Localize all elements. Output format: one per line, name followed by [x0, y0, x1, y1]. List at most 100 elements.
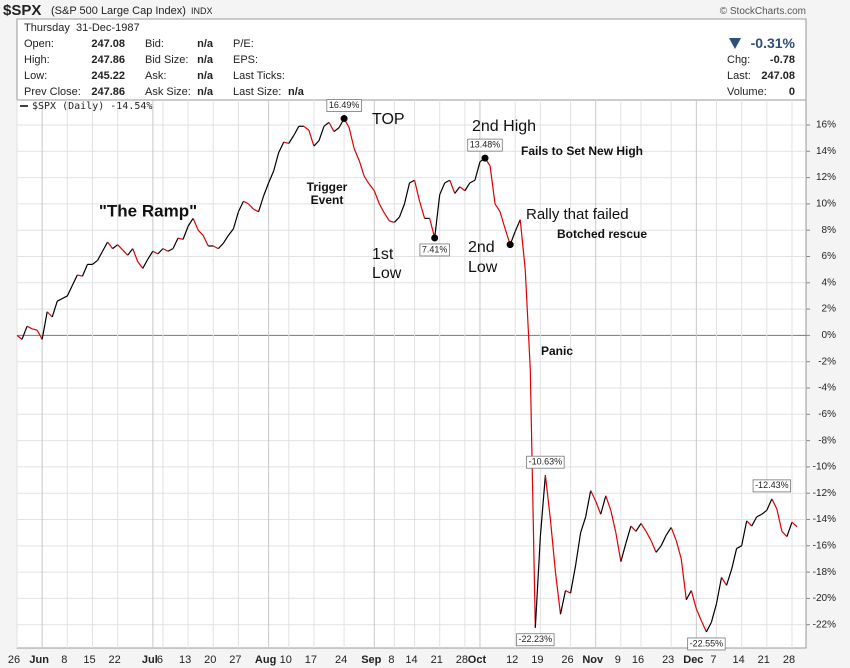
line-segment [288, 135, 295, 144]
x-tick-label: 21 [431, 654, 443, 666]
x-tick-label: 22 [109, 654, 121, 666]
line-segment [645, 531, 652, 541]
field-label: Volume: [727, 86, 767, 98]
line-segment [66, 285, 73, 297]
x-tick-label: 14 [733, 654, 745, 666]
line-segment [383, 212, 390, 222]
field-label: P/E: [233, 38, 254, 50]
line-segment [670, 527, 677, 541]
field-value: 0 [788, 86, 795, 98]
line-segment [499, 211, 506, 230]
marker-dot [431, 234, 439, 242]
y-tick-label: -22% [813, 619, 836, 630]
y-tick-label: -12% [813, 488, 836, 499]
line-segment [715, 577, 723, 604]
line-segment [147, 250, 154, 260]
x-tick-label: 13 [179, 654, 191, 666]
line-segment [580, 516, 587, 533]
line-segment [741, 520, 748, 546]
line-segment [177, 237, 184, 240]
line-segment [162, 248, 169, 252]
value-label-box [467, 138, 503, 152]
line-segment [730, 548, 738, 570]
line-segment [650, 540, 657, 553]
line-segment [117, 244, 124, 251]
x-tick-label: Nov [582, 654, 604, 666]
value-label: 16.49% [329, 100, 360, 110]
line-segment [36, 329, 43, 340]
annotation: Trigger [307, 180, 348, 194]
line-segment [514, 219, 521, 232]
annotation: 2nd High [472, 118, 536, 135]
line-segment [736, 545, 742, 549]
line-segment [157, 248, 164, 255]
x-tick-label: 12 [506, 654, 518, 666]
annotation: Rally that failed [526, 206, 629, 223]
x-tick-label: 7 [710, 654, 716, 666]
annotation: Fails to Set New High [521, 144, 643, 158]
line-segment [62, 295, 68, 300]
line-segment [449, 180, 456, 194]
info-box [16, 18, 807, 101]
y-tick-label: 4% [822, 277, 837, 288]
line-segment [102, 241, 109, 252]
x-tick-label: 14 [405, 654, 417, 666]
line-segment [776, 508, 783, 532]
line-segment [590, 490, 597, 502]
line-segment [353, 148, 360, 161]
line-segment [675, 540, 682, 560]
x-tick-label: 8 [388, 654, 394, 666]
field-value: n/a [288, 86, 304, 98]
value-label: -22.23% [519, 634, 553, 644]
value-label: -10.63% [529, 457, 563, 467]
y-tick-label: 0% [822, 330, 837, 341]
exchange: INDX [191, 6, 213, 16]
line-segment [630, 525, 637, 532]
line-segment [96, 250, 104, 261]
line-segment [439, 182, 446, 195]
line-segment [434, 194, 441, 239]
line-segment [751, 516, 758, 527]
line-segment [766, 498, 773, 511]
x-tick-label: 28 [783, 654, 795, 666]
line-segment [142, 258, 149, 269]
line-segment [232, 211, 239, 230]
header: $SPX (S&P 500 Large Cap Index) INDX © Stock… [0, 0, 850, 100]
line-segment [605, 495, 612, 511]
line-segment [368, 183, 375, 192]
line-segment [615, 532, 622, 562]
line-segment [46, 311, 53, 318]
x-tick-label: Dec [683, 654, 703, 666]
line-segment [278, 141, 285, 153]
value-label-box [326, 99, 362, 112]
field-value: n/a [197, 38, 213, 50]
field-label: EPS: [233, 54, 259, 66]
line-segment [373, 190, 380, 205]
x-tick-label: 19 [531, 654, 543, 666]
line-segment [197, 229, 204, 236]
line-segment [137, 261, 144, 269]
line-segment [257, 195, 265, 212]
line-segment [695, 608, 702, 622]
line-segment [263, 182, 270, 197]
y-tick-label: 8% [822, 225, 837, 236]
field-value: 245.22 [91, 70, 125, 82]
line-segment [403, 182, 411, 205]
line-segment [705, 621, 712, 633]
field-value: -0.78 [769, 54, 795, 66]
field-label: Bid: [145, 38, 164, 50]
line-segment [92, 259, 98, 265]
down-arrow [729, 38, 741, 49]
value-label-box [752, 479, 792, 493]
line-segment [243, 200, 249, 205]
line-segment [112, 244, 119, 250]
annotation: Event [311, 193, 344, 207]
x-tick-label: 26 [561, 654, 573, 666]
line-segment [725, 569, 733, 586]
source: © StockCharts.com [719, 6, 806, 17]
field-value: n/a [197, 54, 213, 66]
line-segment [721, 577, 728, 586]
line-segment [565, 589, 571, 594]
line-segment [192, 218, 199, 231]
